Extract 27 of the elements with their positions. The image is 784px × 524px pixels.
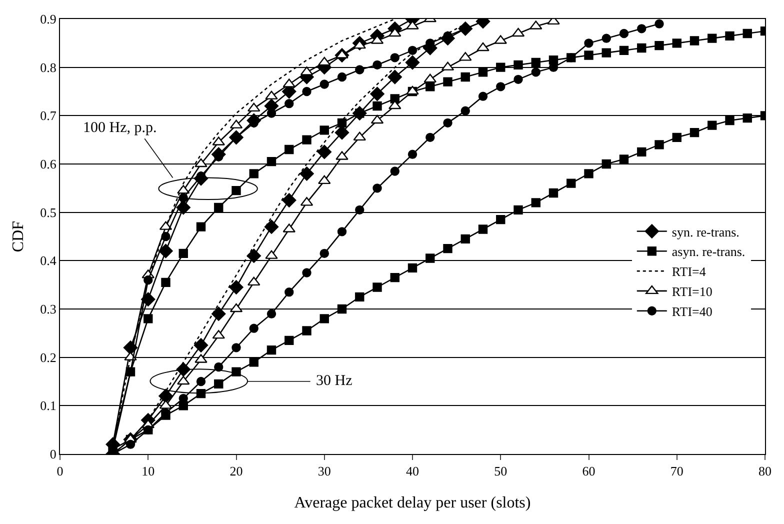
y-tick-label: 0.9 xyxy=(40,12,56,27)
legend-label: asyn. re-trans. xyxy=(672,244,746,260)
y-tick-label: 0.2 xyxy=(40,350,56,365)
x-tick-label: 30 xyxy=(318,464,331,479)
y-tick-label: 0.5 xyxy=(40,204,56,220)
y-tick-label: 0.8 xyxy=(40,60,56,75)
x-tick-label: 80 xyxy=(758,464,772,479)
y-tick-label: 0.7 xyxy=(40,108,57,124)
x-tick-label: 40 xyxy=(406,464,419,479)
x-tick-label: 70 xyxy=(670,464,684,479)
y-tick-label: 0.1 xyxy=(40,398,56,414)
legend-label: syn. re-trans. xyxy=(672,224,740,240)
y-tick-label: 0 xyxy=(50,446,56,462)
y-axis-title: CDF xyxy=(10,220,28,252)
x-axis-title: Average packet delay per user (slots) xyxy=(294,494,531,512)
x-tick-label: 10 xyxy=(142,464,155,479)
x-tick-label: 60 xyxy=(582,464,596,479)
legend-label: RTI=4 xyxy=(672,264,706,280)
legend-label: RTI=40 xyxy=(672,304,712,319)
x-tick-label: 50 xyxy=(494,464,508,479)
y-tick-label: 0.4 xyxy=(40,253,57,268)
legend-label: RTI=10 xyxy=(672,284,712,300)
y-tick-label: 0.6 xyxy=(40,156,57,172)
y-tick-label: 0.3 xyxy=(40,302,56,317)
x-tick-label: 20 xyxy=(230,464,243,479)
annotation: 30 Hz xyxy=(316,373,353,389)
annotation: 100 Hz, p.p. xyxy=(83,120,157,136)
